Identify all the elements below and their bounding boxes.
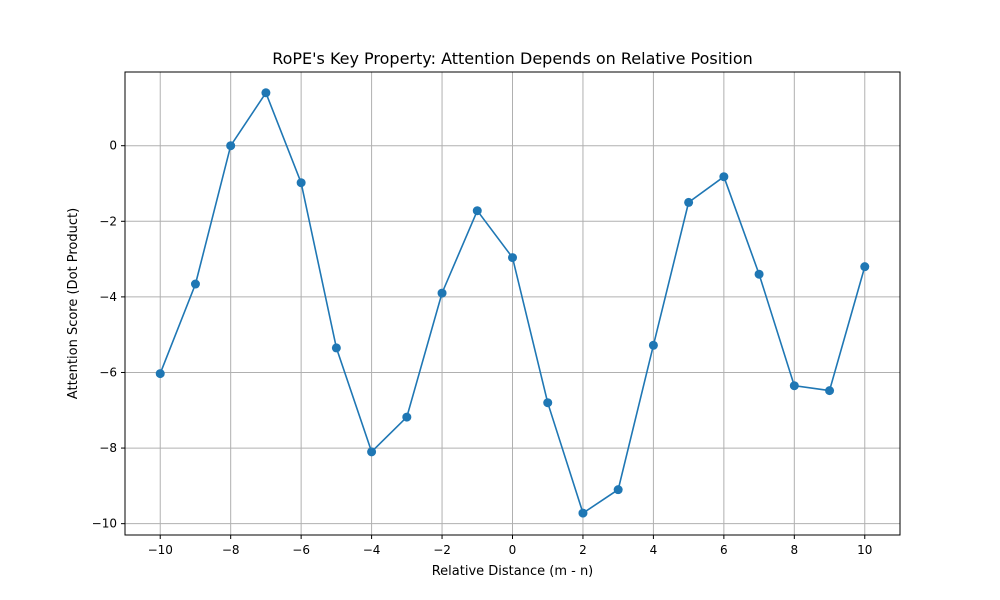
data-point (367, 447, 377, 457)
grid-layer (125, 72, 900, 535)
x-tick-label: 8 (790, 543, 798, 557)
y-tick-label: 0 (109, 139, 117, 153)
y-tick-label: −6 (99, 365, 117, 379)
x-tick-label: −10 (148, 543, 173, 557)
y-tick-label: −2 (99, 214, 117, 228)
data-point (508, 253, 517, 263)
x-tick-label: −6 (292, 543, 310, 557)
data-point (296, 178, 306, 188)
data-point (331, 343, 341, 353)
data-point (648, 340, 658, 350)
data-point (543, 398, 553, 408)
data-point (578, 508, 588, 518)
x-tick-label: 4 (650, 543, 658, 557)
data-point (190, 279, 200, 289)
series-layer (155, 88, 870, 518)
data-point (226, 141, 236, 151)
data-point (613, 485, 623, 495)
tick-layer: −10 −8 −6 −4 −2 0 2 4 6 8 10 0 −2 −4 −6 −8 −10 (92, 139, 873, 557)
x-tick-label: −8 (222, 543, 240, 557)
y-tick-label: −8 (99, 441, 117, 455)
y-tick-label: −10 (92, 517, 117, 531)
x-axis-label: Relative Distance (m - n) (432, 564, 594, 579)
data-point (825, 386, 835, 396)
data-point (437, 288, 447, 298)
y-tick-label: −4 (99, 290, 117, 304)
x-tick-label: 10 (857, 543, 872, 557)
chart-title: RoPE's Key Property: Attention Depends o… (272, 49, 753, 68)
data-point (684, 197, 694, 207)
y-axis-label: Attention Score (Dot Product) (66, 208, 81, 399)
x-tick-label: 2 (579, 543, 587, 557)
data-point (402, 412, 412, 422)
x-tick-label: 6 (720, 543, 728, 557)
data-point (155, 369, 165, 379)
x-tick-label: −2 (433, 543, 451, 557)
data-point (719, 172, 729, 182)
x-tick-label: −4 (363, 543, 381, 557)
data-point (472, 206, 482, 216)
data-point (261, 88, 271, 98)
data-point (754, 269, 764, 279)
x-tick-label: 0 (509, 543, 517, 557)
data-point (789, 381, 799, 391)
data-point (860, 262, 870, 272)
